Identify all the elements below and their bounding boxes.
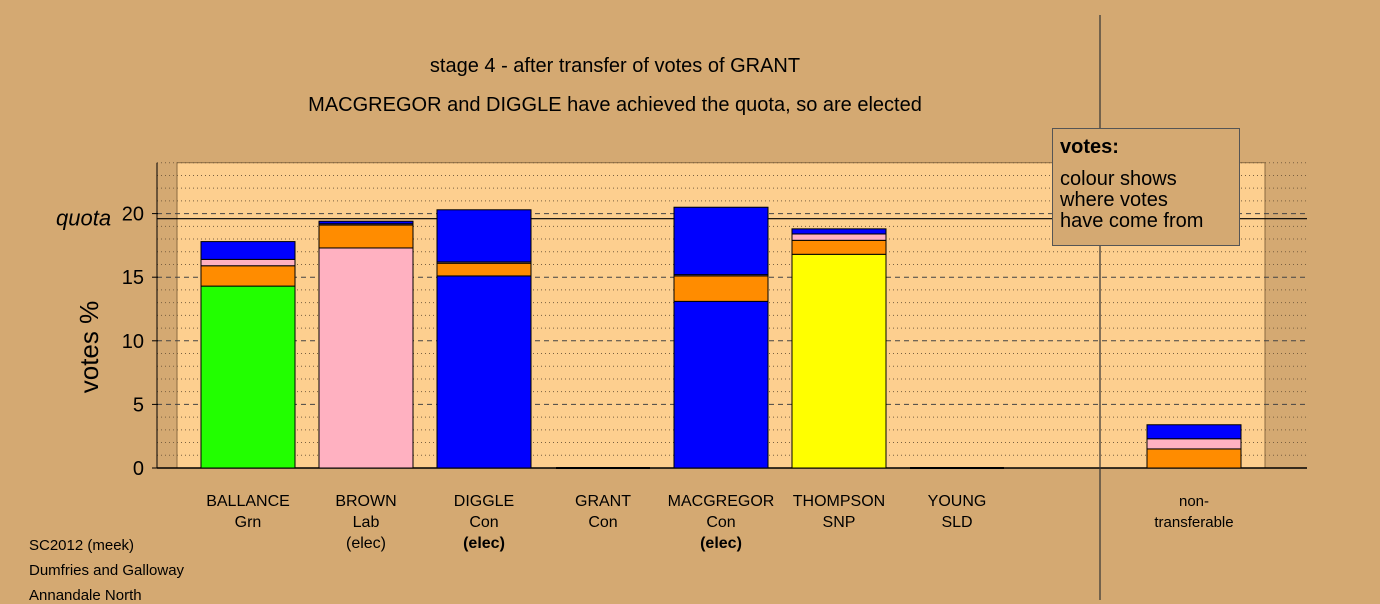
footer-line-2: Dumfries and Galloway bbox=[29, 562, 185, 579]
candidate-party: SLD bbox=[941, 514, 973, 531]
candidate-party: Con bbox=[469, 514, 499, 531]
candidate-status: (elec) bbox=[700, 535, 742, 552]
y-tick-label: 5 bbox=[133, 394, 144, 416]
candidate-name: MACGREGOR bbox=[667, 493, 775, 510]
candidate-party: Grn bbox=[234, 514, 262, 531]
bar-segment-sld bbox=[791, 239, 887, 255]
y-tick-label: 20 bbox=[122, 204, 144, 226]
bar-segment-con bbox=[673, 300, 769, 469]
bar-segment-sld bbox=[1146, 448, 1242, 469]
bar-segment-con bbox=[436, 275, 532, 469]
candidate-name: GRANT bbox=[575, 493, 631, 510]
quota-label: quota bbox=[56, 206, 111, 231]
legend-box: votes: colour shows where votes have com… bbox=[1052, 128, 1240, 246]
candidate-label-young: YOUNG SLD bbox=[887, 491, 1027, 533]
chart-subtitle: MACGREGOR and DIGGLE have achieved the q… bbox=[308, 94, 922, 116]
candidate-party: Con bbox=[706, 514, 736, 531]
legend-line-3: have come from bbox=[1060, 210, 1204, 232]
bar-segment-con bbox=[791, 228, 887, 235]
bar-segment-lab bbox=[318, 247, 414, 469]
bar-segment-sld bbox=[673, 275, 769, 302]
candidate-name: YOUNG bbox=[927, 493, 987, 510]
y-axis-label: votes % bbox=[74, 301, 104, 394]
candidate-label-macgregor: MACGREGOR Con (elec) bbox=[651, 491, 791, 554]
candidate-status: (elec) bbox=[345, 535, 386, 552]
bar-segment-snp bbox=[791, 253, 887, 469]
y-tick-label: 0 bbox=[133, 458, 144, 480]
candidate-name: DIGGLE bbox=[453, 493, 515, 510]
bar-segment-sld bbox=[318, 224, 414, 249]
candidate-status: (elec) bbox=[463, 535, 505, 552]
candidate-party: Lab bbox=[352, 514, 380, 531]
y-tick-label: 15 bbox=[122, 267, 144, 289]
bar-segment-sld bbox=[436, 262, 532, 277]
legend-heading: votes: bbox=[1060, 136, 1119, 158]
bar-segment-lab bbox=[1146, 438, 1242, 450]
bar-segment-con bbox=[673, 206, 769, 276]
candidate-name: BALLANCE bbox=[206, 493, 290, 510]
footer-line-3: Annandale North bbox=[29, 587, 142, 604]
nontransferable-line-2: transferable bbox=[1154, 514, 1234, 531]
footer-line-1: SC2012 (meek) bbox=[29, 537, 135, 554]
candidate-label-ballance: BALLANCE Grn bbox=[178, 491, 318, 533]
legend-line-2: where votes bbox=[1060, 189, 1168, 211]
nontransferable-label: non- transferable bbox=[1124, 491, 1264, 533]
candidate-label-thompson: THOMPSON SNP bbox=[769, 491, 909, 533]
y-tick-label: 10 bbox=[122, 331, 144, 353]
candidate-label-brown: BROWN Lab (elec) bbox=[296, 491, 436, 554]
bar-segment-con bbox=[1146, 424, 1242, 440]
nontransferable-line-1: non- bbox=[1178, 493, 1210, 510]
bar-segment-sld bbox=[200, 265, 296, 287]
candidate-party: SNP bbox=[822, 514, 856, 531]
candidate-party: Con bbox=[588, 514, 618, 531]
candidate-label-grant: GRANT Con bbox=[533, 491, 673, 533]
bar-segment-con bbox=[318, 220, 414, 225]
candidate-label-diggle: DIGGLE Con (elec) bbox=[414, 491, 554, 554]
bar-segment-con bbox=[200, 241, 296, 260]
candidate-name: BROWN bbox=[335, 493, 397, 510]
bar-segment-lab bbox=[200, 258, 296, 267]
bar-segment-grn bbox=[200, 285, 296, 469]
legend-line-1: colour shows bbox=[1060, 168, 1177, 190]
bar-segment-lab bbox=[791, 233, 887, 241]
chart-title: stage 4 - after transfer of votes of GRA… bbox=[429, 55, 801, 77]
bar-segment-con bbox=[436, 209, 532, 263]
candidate-name: THOMPSON bbox=[792, 493, 886, 510]
